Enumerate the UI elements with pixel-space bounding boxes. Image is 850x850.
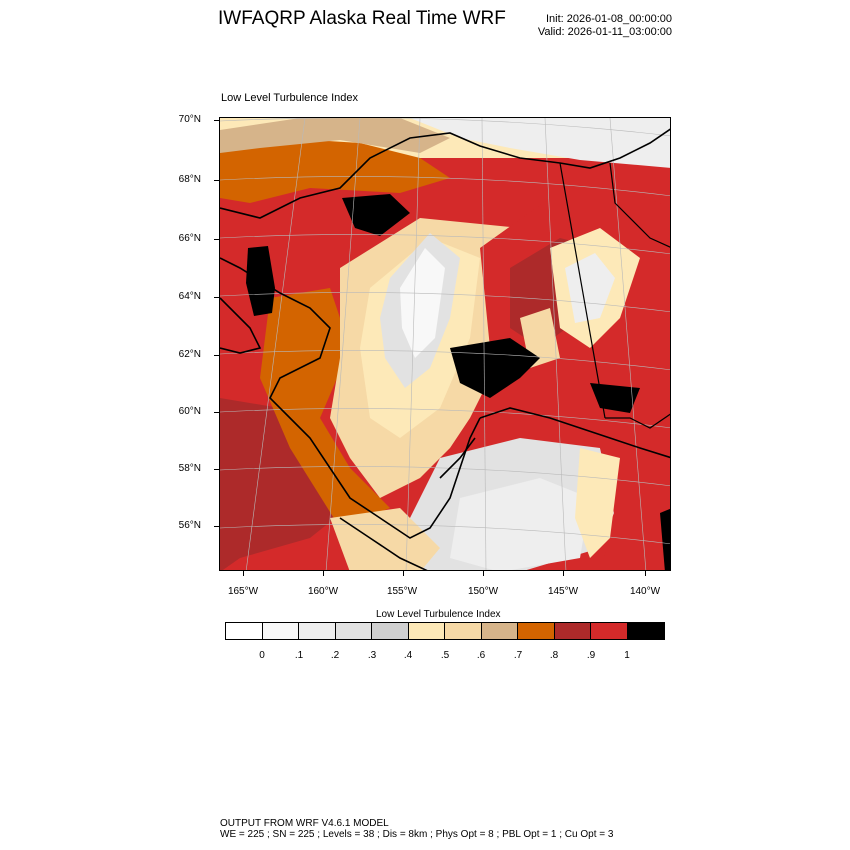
colorbar-box [262, 623, 299, 639]
lat-tick [214, 120, 219, 121]
lat-tick [214, 180, 219, 181]
lat-label-62: 62°N [178, 349, 201, 360]
lon-tick [563, 571, 564, 576]
lat-label-68: 68°N [178, 174, 201, 185]
lon-tick [645, 571, 646, 576]
colorbar-label: 1 [624, 650, 630, 661]
lat-label-58: 58°N [178, 463, 201, 474]
lon-label-160: 160°W [307, 586, 339, 597]
colorbar-box [299, 623, 336, 639]
lon-label-145: 145°W [547, 586, 579, 597]
lat-label-60: 60°N [178, 406, 201, 417]
lon-tick [483, 571, 484, 576]
lon-tick [403, 571, 404, 576]
colorbar-box [445, 623, 482, 639]
colorbar-label: .4 [403, 650, 413, 661]
lat-label-56: 56°N [178, 520, 201, 531]
colorbar-label: .8 [549, 650, 559, 661]
map-field [220, 118, 670, 570]
lat-tick [214, 239, 219, 240]
lat-tick [214, 297, 219, 298]
colorbar-box [627, 623, 664, 639]
lat-tick [214, 526, 219, 527]
colorbar-box [408, 623, 445, 639]
colorbar-label: .7 [513, 650, 523, 661]
colorbar-label: .2 [330, 650, 340, 661]
colorbar-box [226, 623, 263, 639]
colorbar-title: Low Level Turbulence Index [376, 609, 501, 620]
plot-title: IWFAQRP Alaska Real Time WRF [218, 8, 506, 29]
lon-label-155: 155°W [386, 586, 418, 597]
colorbar-box [518, 623, 555, 639]
lon-tick [323, 571, 324, 576]
colorbar-label: .3 [367, 650, 377, 661]
colorbar-box [554, 623, 591, 639]
lon-tick [243, 571, 244, 576]
lon-label-140: 140°W [629, 586, 661, 597]
lat-label-66: 66°N [178, 233, 201, 244]
turbulence-map [219, 117, 671, 571]
colorbar-label: .5 [440, 650, 450, 661]
colorbar-box [335, 623, 372, 639]
field-label: Low Level Turbulence Index [221, 92, 358, 104]
colorbar-box [372, 623, 409, 639]
footer-line-1: OUTPUT FROM WRF V4.6.1 MODEL [220, 818, 389, 829]
colorbar [225, 622, 665, 640]
lat-tick [214, 355, 219, 356]
colorbar-label: .9 [586, 650, 596, 661]
init-time: Init: 2026-01-08_00:00:00 [546, 13, 672, 25]
model-footer: OUTPUT FROM WRF V4.6.1 MODEL WE = 225 ; … [220, 818, 613, 840]
lat-label-70: 70°N [178, 114, 201, 125]
footer-line-2: WE = 225 ; SN = 225 ; Levels = 38 ; Dis … [220, 829, 614, 840]
valid-time: Valid: 2026-01-11_03:00:00 [537, 26, 672, 38]
colorbar-label: .1 [294, 650, 304, 661]
colorbar-box [591, 623, 628, 639]
lat-tick [214, 469, 219, 470]
colorbar-label: .6 [476, 650, 486, 661]
colorbar-label: 0 [259, 650, 265, 661]
lat-label-64: 64°N [178, 291, 201, 302]
lon-label-165: 165°W [227, 586, 259, 597]
lon-label-150: 150°W [467, 586, 499, 597]
colorbar-box [481, 623, 518, 639]
lat-tick [214, 412, 219, 413]
time-info: Init: 2026-01-08_00:00:00 Valid: 2026-01… [538, 13, 672, 39]
